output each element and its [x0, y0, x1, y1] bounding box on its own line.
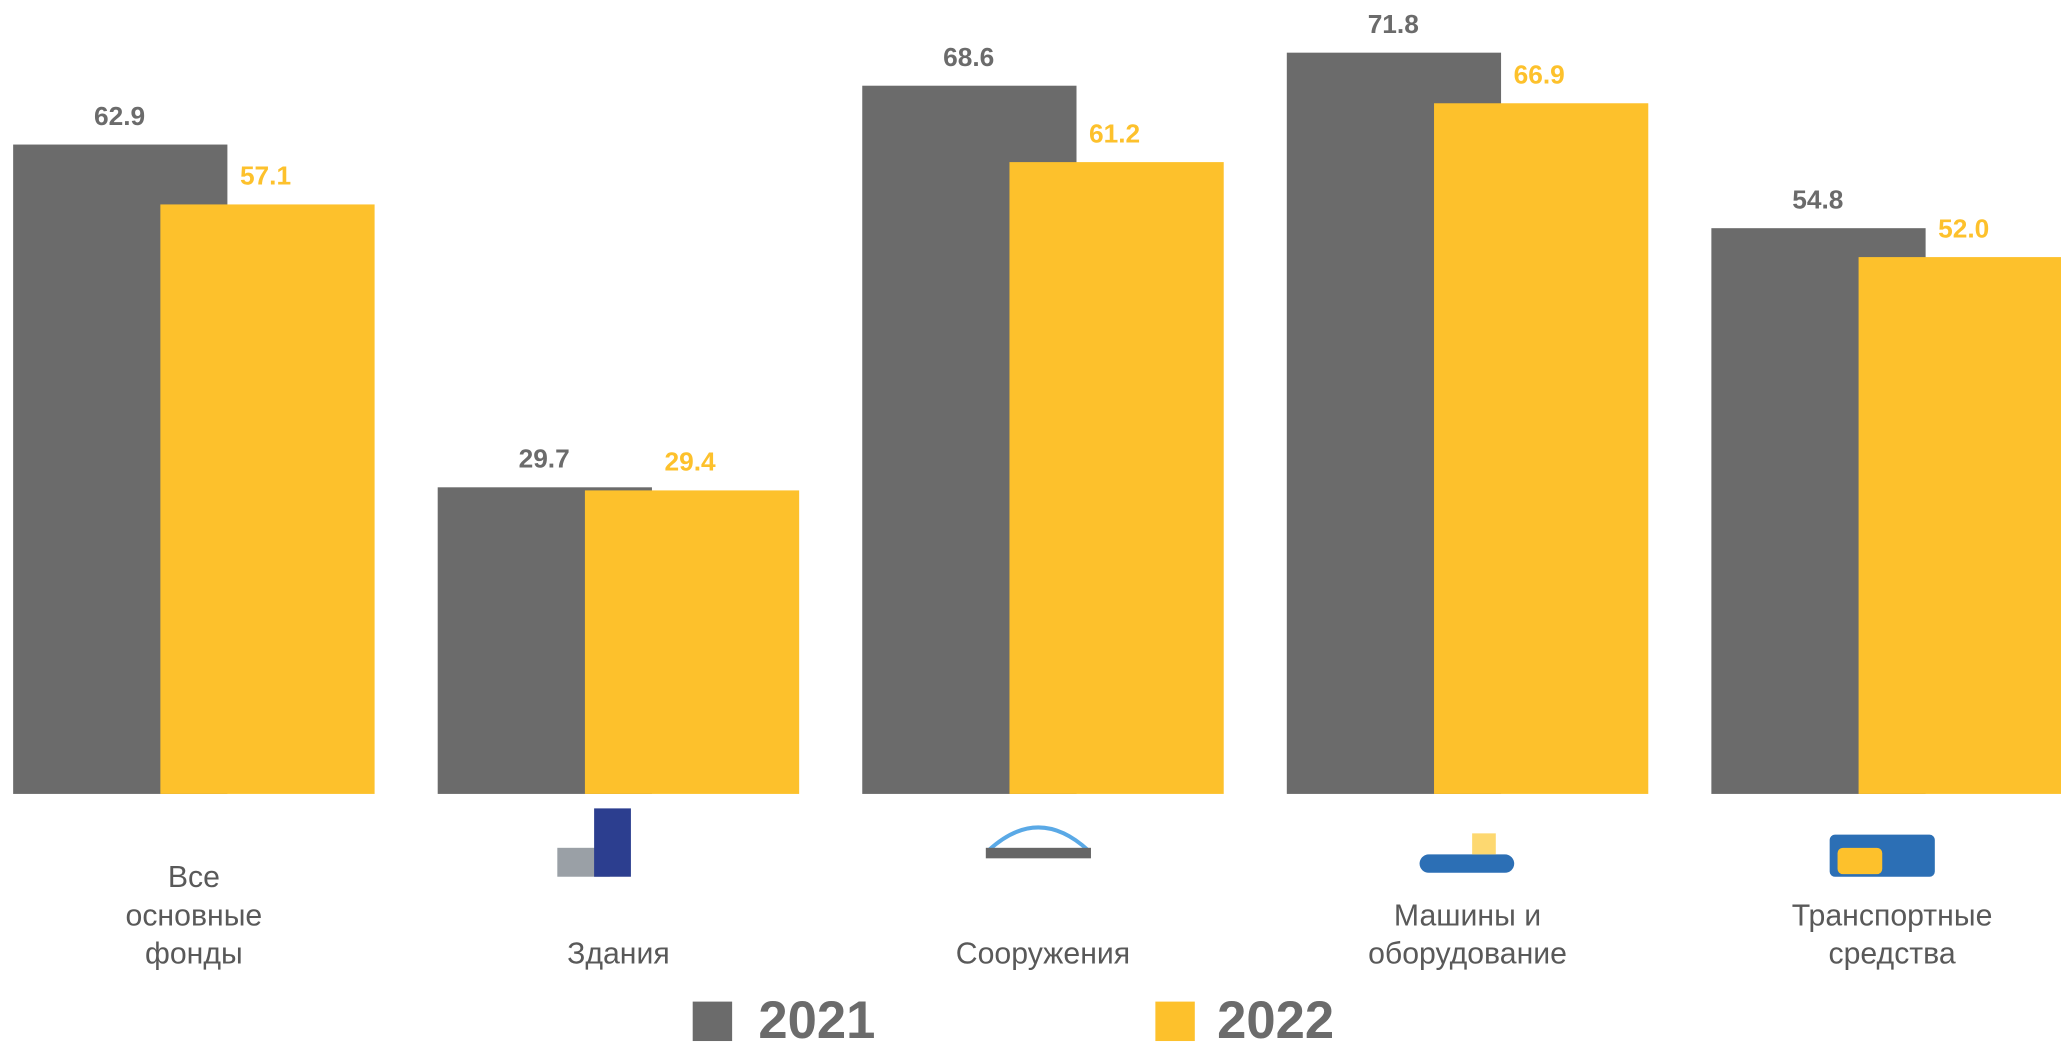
data-label: 29.4 [665, 447, 717, 477]
data-label: 62.9 [94, 101, 145, 131]
data-label: 29.7 [519, 444, 570, 474]
data-label: 54.8 [1792, 184, 1843, 214]
x-label-box: Сооружения [955, 935, 1131, 971]
data-label: 71.8 [1368, 9, 1419, 39]
data-label: 66.9 [1514, 60, 1565, 90]
icon-bridge [985, 847, 1091, 859]
icon-conveyor [1472, 833, 1496, 855]
data-label: 52.0 [1938, 213, 1989, 243]
icon-conveyor [1419, 854, 1515, 873]
icon-vehicles [1837, 847, 1883, 875]
legend-label: 2021 [758, 991, 875, 1045]
x-label-box: Здания [567, 935, 670, 971]
x-tick-label: Машины и оборудование [1368, 897, 1568, 971]
bar [1009, 162, 1224, 794]
x-label-box: Машины и оборудование [1368, 897, 1568, 971]
x-tick-label: Транспортные средства [1791, 897, 1993, 971]
legend-swatch [692, 1001, 733, 1042]
bar [160, 204, 375, 794]
legend-label: 2022 [1217, 991, 1334, 1045]
x-label-box: Транспортные средства [1791, 897, 1993, 971]
icon-building [594, 808, 631, 877]
data-label: 57.1 [240, 161, 291, 191]
x-label-box: Все основные фонды [125, 859, 263, 971]
legend-swatch [1155, 1001, 1195, 1042]
bar [1434, 103, 1649, 794]
x-tick-label: Все основные фонды [125, 859, 263, 971]
data-label: 61.2 [1089, 118, 1140, 148]
x-tick-label: Сооружения [955, 935, 1131, 971]
bar [584, 490, 800, 794]
data-label: 68.6 [943, 42, 994, 72]
icon-bridge [987, 825, 1090, 852]
x-tick-label: Здания [567, 935, 670, 971]
bar [1858, 257, 2061, 794]
icons [557, 808, 1935, 877]
